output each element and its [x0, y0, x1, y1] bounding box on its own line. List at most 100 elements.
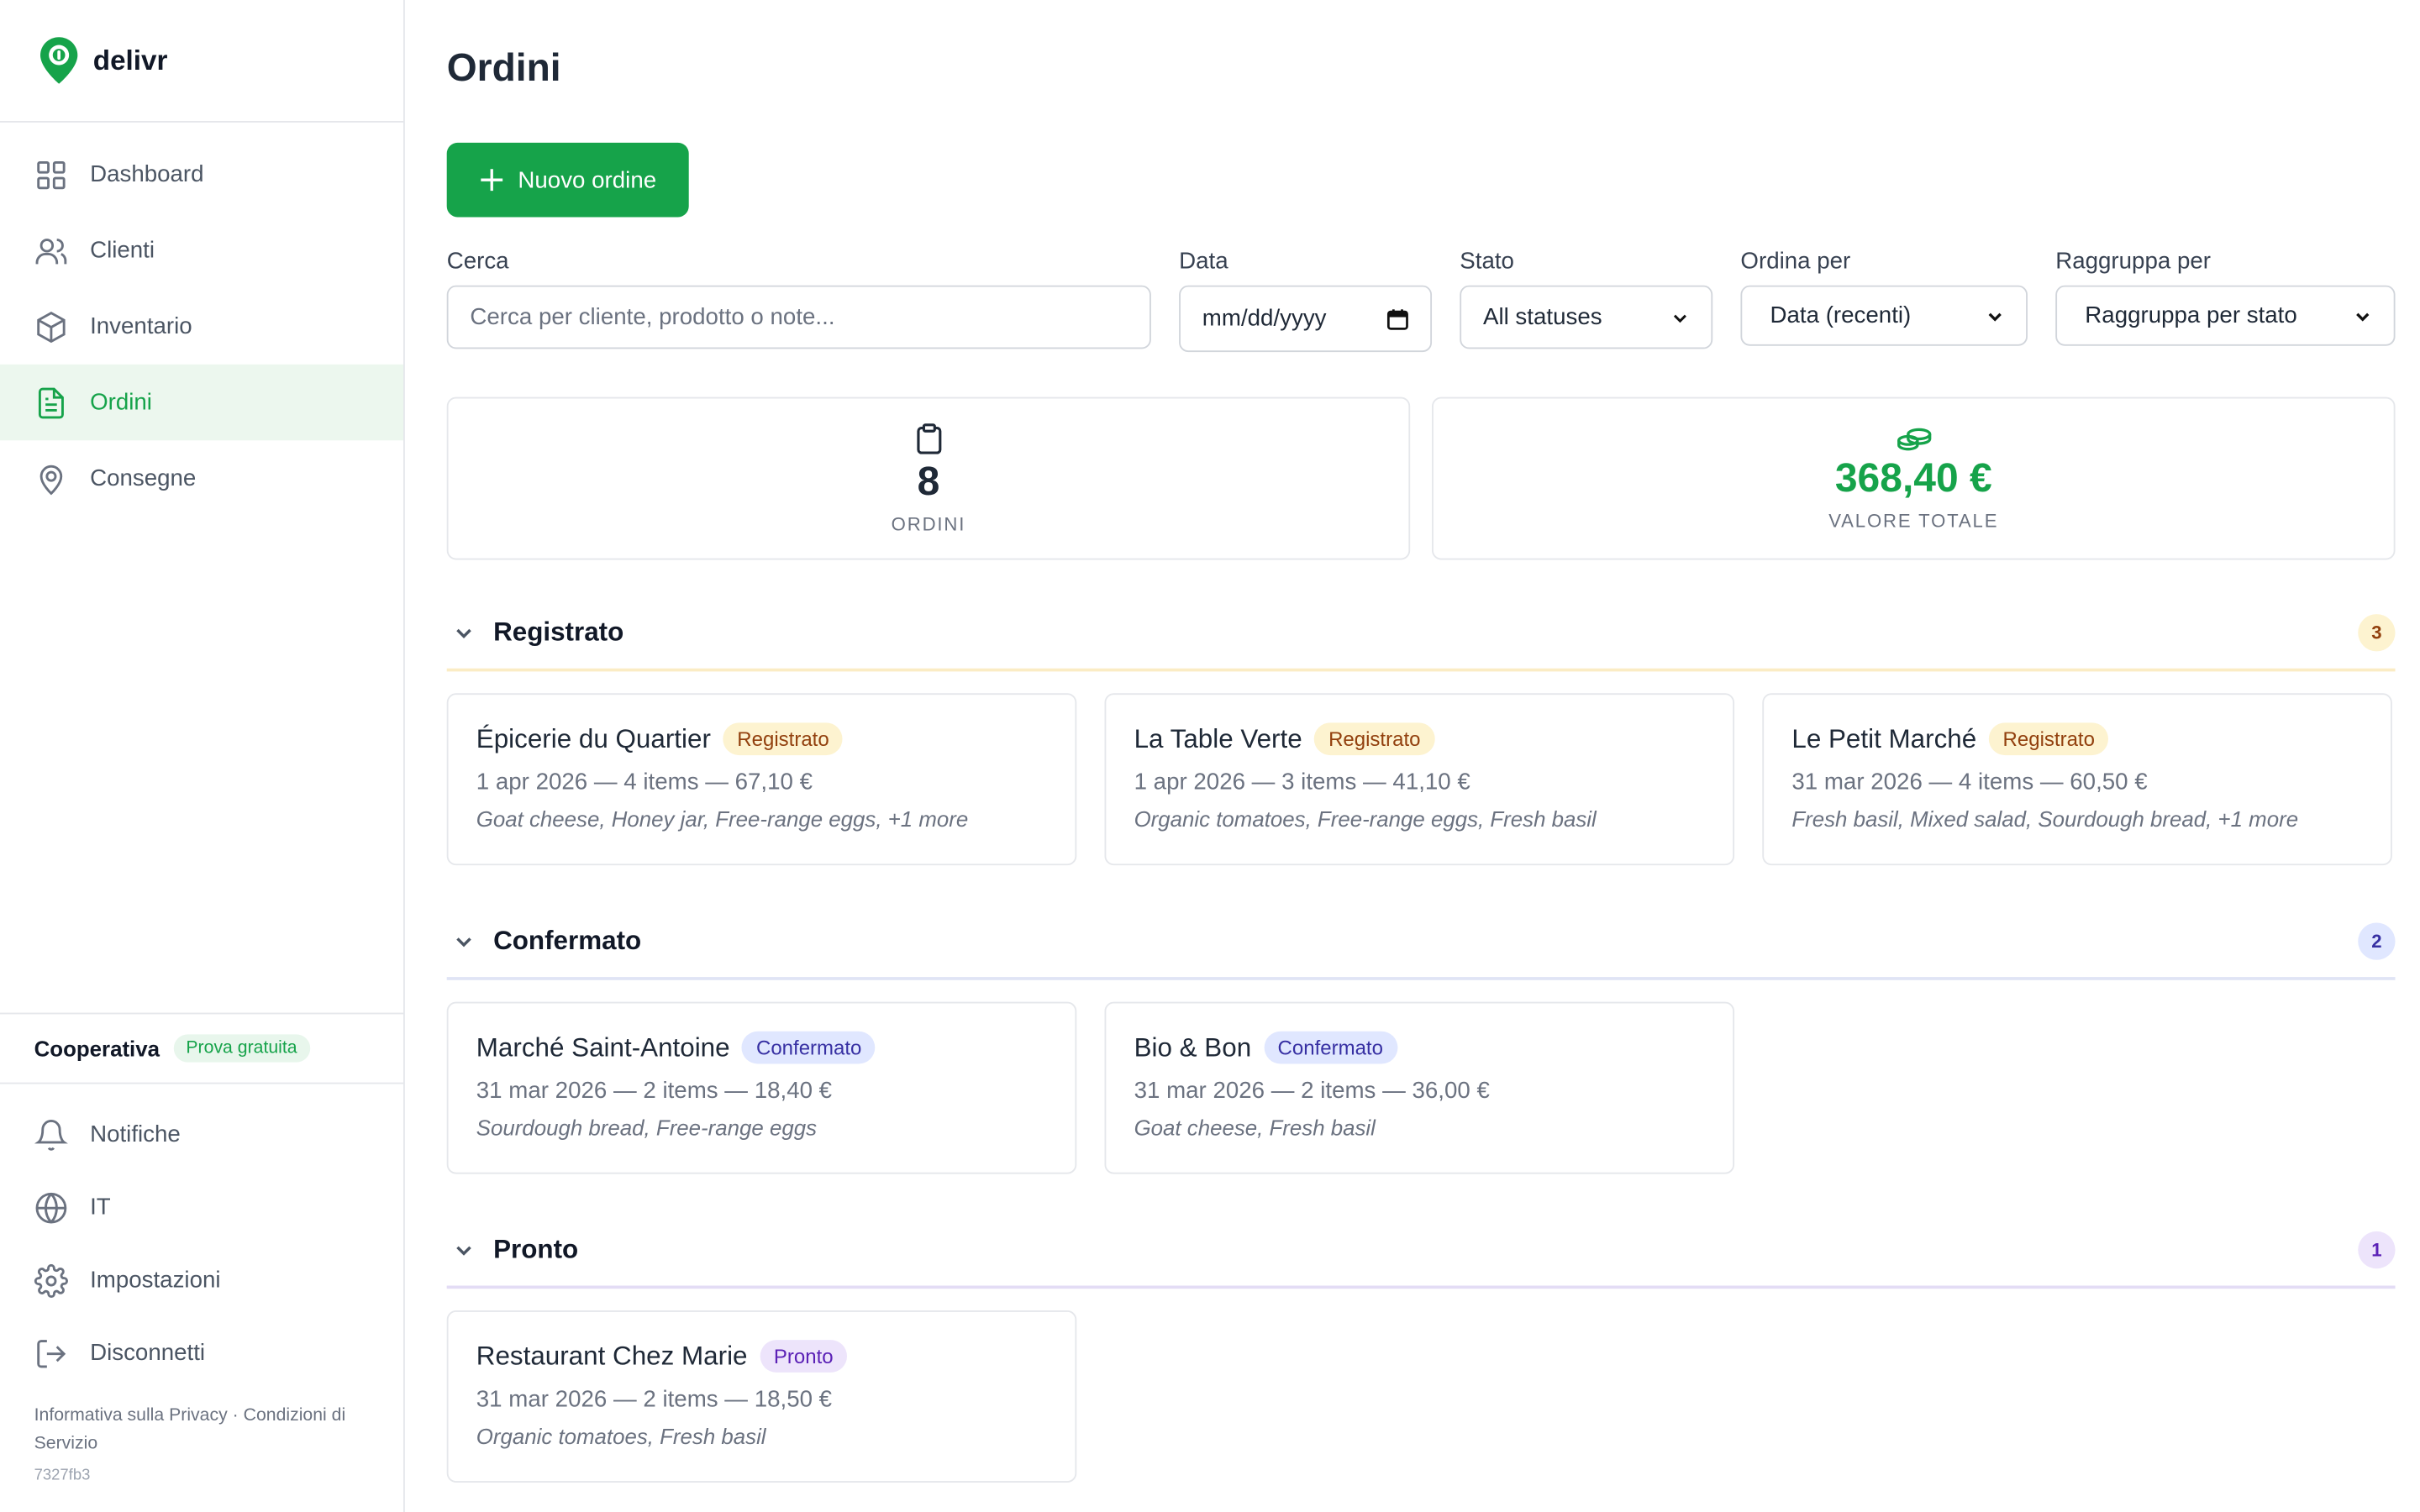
chevron-down-icon	[456, 937, 471, 948]
brand-name: delivr	[92, 44, 168, 76]
nav-item-ordini[interactable]: Ordini	[0, 364, 404, 441]
clipboard-icon	[916, 423, 941, 454]
date-input[interactable]: mm/dd/yyyy	[1179, 285, 1433, 353]
search-input[interactable]: Cerca per cliente, prodotto o note...	[446, 285, 1151, 349]
bell-icon	[34, 1119, 68, 1150]
status-value: All statuses	[1482, 303, 1602, 331]
status-badge: Registrato	[1988, 722, 2109, 756]
search-placeholder: Cerca per cliente, prodotto o note...	[470, 303, 835, 331]
group-filter: Raggruppa per Raggruppa per stato	[2055, 248, 2396, 352]
group-divider	[446, 668, 2396, 672]
status-badge: Registrato	[1314, 722, 1435, 756]
terms-link[interactable]: Condizioni di Servizio	[34, 1406, 346, 1453]
sort-filter: Ordina per Data (recenti)	[1740, 248, 2028, 352]
order-cards: Restaurant Chez Marie Pronto 31 mar 2026…	[446, 1310, 2396, 1483]
chevron-down-icon	[1673, 313, 1686, 323]
order-card[interactable]: Restaurant Chez Marie Pronto 31 mar 2026…	[446, 1310, 1077, 1483]
nav-item-inventario[interactable]: Inventario	[0, 288, 403, 364]
group-divider	[446, 977, 2396, 980]
total-value-label: VALORE TOTALE	[1828, 509, 1999, 532]
group-divider	[446, 1285, 2396, 1289]
search-label: Cerca	[446, 248, 509, 275]
globe-icon	[35, 1191, 67, 1223]
order-items: Fresh basil, Mixed salad, Sourdough brea…	[1791, 806, 2299, 832]
document-icon	[38, 386, 64, 418]
status-select[interactable]: All statuses	[1460, 285, 1713, 349]
order-items: Organic tomatoes, Free-range eggs, Fresh…	[1134, 806, 1597, 832]
nav-label: Clienti	[90, 237, 155, 264]
customer-name: La Table Verte	[1134, 723, 1302, 753]
status-filter: Stato All statuses	[1460, 248, 1713, 352]
order-meta: 31 mar 2026 — 2 items — 36,00 €	[1134, 1078, 1490, 1105]
order-meta: 31 mar 2026 — 4 items — 60,50 €	[1791, 769, 2148, 796]
group-count: 1	[2358, 1231, 2396, 1269]
order-cards: Épicerie du Quartier Registrato 1 apr 20…	[446, 693, 2396, 866]
order-items: Organic tomatoes, Fresh basil	[476, 1423, 766, 1449]
nav-item-dashboard[interactable]: Dashboard	[0, 136, 403, 212]
language-switch[interactable]: IT	[0, 1171, 403, 1244]
filters: Cerca Cerca per cliente, prodotto o note…	[446, 248, 2396, 353]
group-pronto: Pronto 1 Restaurant Chez Marie Pronto 31…	[446, 1215, 2396, 1483]
group-header[interactable]: Confermato 2	[447, 906, 2396, 977]
group-header[interactable]: Registrato 3	[447, 597, 2396, 669]
org-name: Cooperativa	[34, 1036, 160, 1061]
nav-item-consegne[interactable]: Consegne	[0, 440, 403, 516]
order-card[interactable]: Bio & Bon Confermato 31 mar 2026 — 2 ite…	[1104, 1001, 1735, 1174]
organization[interactable]: Cooperativa Prova gratuita	[0, 1012, 404, 1084]
group-registrato: Registrato 3 Épicerie du Quartier Regist…	[446, 597, 2396, 866]
group-header[interactable]: Pronto 1	[447, 1215, 2396, 1286]
sort-label: Ordina per	[1740, 248, 1851, 275]
privacy-link[interactable]: Informativa sulla Privacy	[34, 1406, 228, 1425]
order-card[interactable]: Épicerie du Quartier Registrato 1 apr 20…	[446, 693, 1077, 866]
brand[interactable]: delivr	[0, 0, 404, 123]
page-title: Ordini	[446, 46, 561, 91]
nav-item-notifiche[interactable]: Notifiche	[0, 1098, 403, 1171]
nav-label: Notifiche	[90, 1121, 181, 1148]
orders-label: ORDINI	[891, 512, 966, 535]
order-card[interactable]: Le Petit Marché Registrato 31 mar 2026 —…	[1762, 693, 2392, 866]
order-items: Goat cheese, Honey jar, Free-range eggs,…	[476, 806, 969, 832]
logo-pin-icon	[40, 37, 78, 84]
plus-icon	[481, 169, 502, 192]
orders-stat-card: 8 ORDINI	[446, 396, 1411, 560]
order-items: Goat cheese, Fresh basil	[1134, 1115, 1376, 1140]
status-badge: Pronto	[760, 1340, 848, 1373]
nav-label: Consegne	[90, 465, 197, 492]
order-card[interactable]: Marché Saint-Antoine Confermato 31 mar 2…	[446, 1001, 1077, 1174]
order-meta: 31 mar 2026 — 2 items — 18,40 €	[476, 1078, 833, 1105]
status-badge: Confermato	[1263, 1031, 1397, 1064]
chevron-down-icon	[456, 1246, 471, 1256]
group-label: Raggruppa per	[2055, 248, 2211, 275]
coins-icon	[1897, 427, 1931, 450]
group-value: Raggruppa per stato	[2085, 302, 2297, 329]
new-order-button[interactable]: Nuovo ordine	[446, 142, 689, 218]
order-meta: 1 apr 2026 — 3 items — 41,10 €	[1134, 769, 1470, 796]
sort-value: Data (recenti)	[1770, 302, 1912, 329]
customer-name: Marché Saint-Antoine	[476, 1032, 730, 1062]
date-filter: Data mm/dd/yyyy	[1179, 248, 1433, 353]
trial-badge: Prova gratuita	[173, 1034, 310, 1063]
legal-links: Informativa sulla Privacy · Condizioni d…	[34, 1402, 383, 1457]
status-label: Stato	[1460, 248, 1514, 275]
logout-button[interactable]: Disconnetti	[0, 1316, 403, 1389]
customer-name: Restaurant Chez Marie	[476, 1341, 748, 1371]
search-filter: Cerca Cerca per cliente, prodotto o note…	[446, 248, 1151, 352]
customer-name: Le Petit Marché	[1791, 723, 1977, 753]
date-value: mm/dd/yyyy	[1202, 305, 1327, 333]
nav-label: Ordini	[90, 389, 152, 416]
calendar-icon[interactable]	[1386, 307, 1409, 329]
nav-item-impostazioni[interactable]: Impostazioni	[0, 1244, 403, 1317]
group-count: 2	[2358, 922, 2396, 960]
main-nav: Dashboard Clienti Inventario Ordini Cons…	[0, 123, 404, 517]
gear-icon	[34, 1263, 68, 1298]
chevron-down-icon	[456, 628, 471, 638]
nav-label: Inventario	[90, 312, 192, 340]
nav-label: Disconnetti	[90, 1340, 206, 1367]
order-card[interactable]: La Table Verte Registrato 1 apr 2026 — 3…	[1104, 693, 1735, 866]
sort-select[interactable]: Data (recenti)	[1740, 285, 2028, 346]
legal-separator: ·	[232, 1406, 239, 1425]
chevron-down-icon	[2356, 312, 2370, 321]
nav-item-clienti[interactable]: Clienti	[0, 213, 403, 288]
group-select[interactable]: Raggruppa per stato	[2055, 285, 2396, 346]
status-badge: Confermato	[742, 1031, 876, 1064]
